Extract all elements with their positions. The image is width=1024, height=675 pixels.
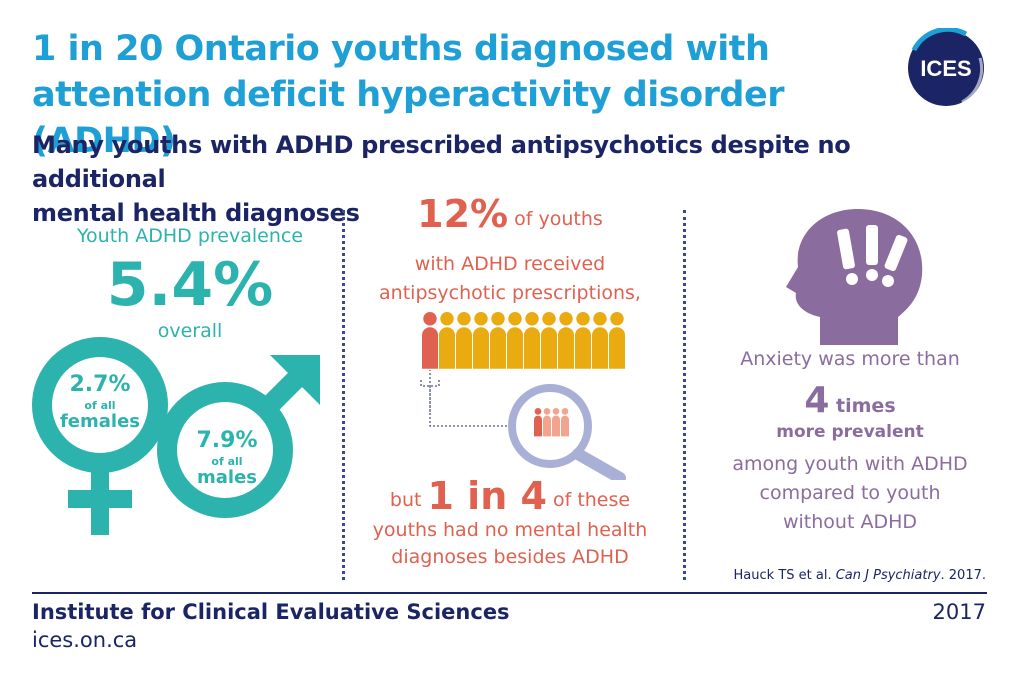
gender-symbols xyxy=(32,337,320,535)
person-icon xyxy=(541,312,557,369)
prevalence-value: 5.4% xyxy=(106,250,274,320)
exclamation-marks-icon xyxy=(837,225,908,287)
antipsychotic-line-6: diagnoses besides ADHD xyxy=(391,546,629,568)
logo-text: ICES xyxy=(920,56,971,81)
antipsychotic-line-3: antipsychotic prescriptions, xyxy=(379,282,641,304)
citation: Hauck TS et al. Can J Psychiatry. 2017. xyxy=(734,568,986,583)
column-divider-right xyxy=(683,210,686,580)
person-icon xyxy=(575,312,591,369)
page-title: 1 in 20 Ontario youths diagnosed with at… xyxy=(32,26,902,164)
person-icon xyxy=(439,312,455,369)
female-value: 2.7% xyxy=(69,372,131,397)
male-of-all: of all xyxy=(211,455,243,468)
antipsychotic-line-2: with ADHD received xyxy=(414,253,606,275)
person-icon xyxy=(558,312,574,369)
female-symbol-icon xyxy=(32,337,168,535)
antipsychotic-line-4-pre: but xyxy=(389,489,428,511)
page-subtitle: Many youths with ADHD prescribed antipsy… xyxy=(32,128,972,230)
title-line-1: 1 in 20 Ontario youths diagnosed with xyxy=(32,29,770,69)
male-symbol-icon xyxy=(157,355,320,518)
footer-organization: Institute for Clinical Evaluative Scienc… xyxy=(32,600,510,624)
male-value: 7.9% xyxy=(196,428,258,453)
female-of-all: of all xyxy=(84,399,116,412)
person-icon xyxy=(524,312,540,369)
person-icon xyxy=(592,312,608,369)
anxiety-number: 4 xyxy=(804,380,830,421)
one-in-four: 1 in 4 xyxy=(427,474,547,518)
magnifying-glass-icon xyxy=(429,370,626,480)
citation-year: . 2017. xyxy=(940,568,986,583)
antipsychotic-line-4: but 1 in 4 of these xyxy=(360,477,660,515)
small-person-icon xyxy=(552,408,560,437)
antipsychotic-percent: 12% xyxy=(417,192,509,236)
person-icon xyxy=(490,312,506,369)
head-profile-icon xyxy=(786,209,923,345)
antipsychotic-line-4-post: of these xyxy=(546,489,631,511)
person-icon-highlighted xyxy=(422,312,438,369)
anxiety-line-6: without ADHD xyxy=(782,511,917,533)
anxiety-line-5: compared to youth xyxy=(759,482,941,504)
antipsychotic-line-5: youths had no mental health xyxy=(372,519,648,541)
anxiety-line-2: 4 times xyxy=(705,380,995,421)
citation-journal: Can J Psychiatry xyxy=(835,568,941,583)
small-person-icon xyxy=(534,408,542,437)
female-word: females xyxy=(59,411,141,432)
anxiety-details: among youth with ADHD compared to youth … xyxy=(705,450,995,537)
subtitle-line-2: mental health diagnoses xyxy=(32,199,360,227)
youth-people-icons xyxy=(420,312,625,412)
footer-url-link[interactable]: ices.on.ca xyxy=(32,628,138,652)
anxiety-times: times xyxy=(829,395,896,417)
antipsychotic-line-1: 12% of youths xyxy=(360,195,660,233)
small-person-icon xyxy=(561,408,569,437)
person-icon xyxy=(456,312,472,369)
column-divider-left xyxy=(342,210,345,580)
person-icon xyxy=(473,312,489,369)
male-word: males xyxy=(197,467,257,488)
prevalence-overall: overall xyxy=(157,320,223,342)
prevalence-label: Youth ADHD prevalence xyxy=(76,225,304,247)
anxiety-line-4: among youth with ADHD xyxy=(732,453,968,475)
anxiety-line-1: Anxiety was more than xyxy=(740,348,960,370)
footer-rule xyxy=(32,592,987,594)
antipsychotic-line-1-rest: of youths xyxy=(508,208,603,230)
person-icon xyxy=(507,312,523,369)
footer-year: 2017 xyxy=(932,600,986,624)
ices-logo: ICES xyxy=(908,28,984,106)
title-line-2: attention deficit hyperactivity disorder… xyxy=(32,75,784,161)
small-person-icon xyxy=(543,408,551,437)
citation-authors: Hauck TS et al. xyxy=(733,568,836,583)
anxiety-line-3: more prevalent xyxy=(776,422,924,442)
subtitle-line-1: Many youths with ADHD prescribed antipsy… xyxy=(32,131,851,193)
person-icon xyxy=(609,312,625,369)
